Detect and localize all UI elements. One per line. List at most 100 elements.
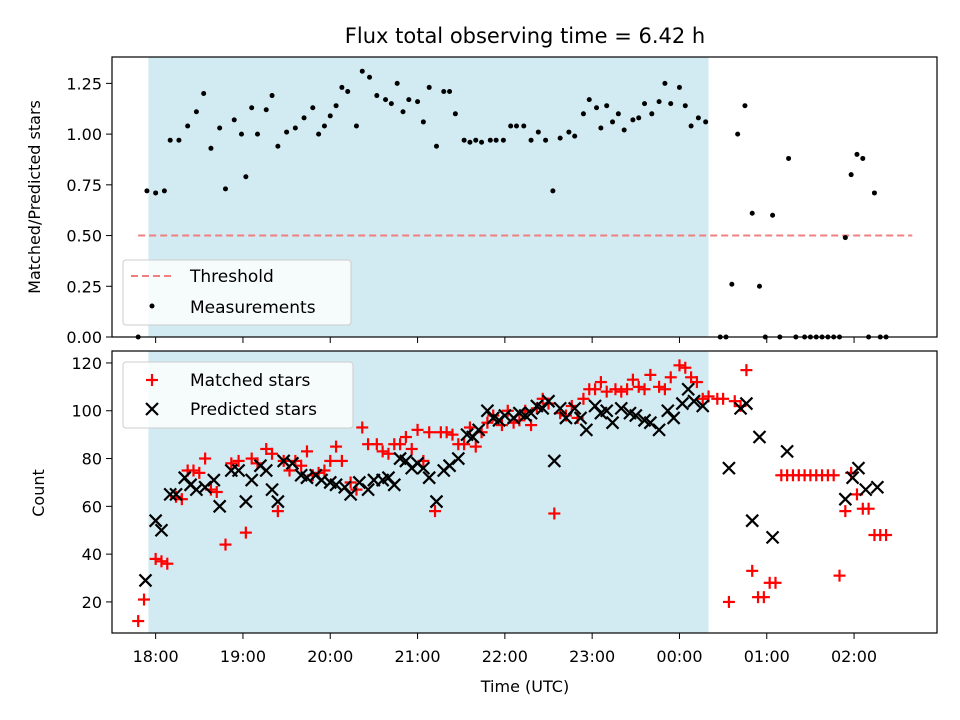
measurement-point <box>770 212 776 218</box>
measurement-point <box>238 131 244 137</box>
measurement-point <box>848 172 854 178</box>
matched-point <box>324 454 337 467</box>
measurement-point <box>461 137 467 143</box>
predicted-point <box>163 487 177 502</box>
predicted-point <box>212 499 227 514</box>
measurement-point <box>231 117 237 123</box>
predicted-point <box>416 461 431 475</box>
measurement-point <box>467 139 473 145</box>
measurement-point <box>688 123 694 129</box>
matched-point <box>673 359 686 372</box>
measurement-point <box>615 111 621 117</box>
measurement-point <box>284 129 290 135</box>
matched-point <box>495 419 508 432</box>
predicted-point <box>579 423 594 437</box>
predicted-point <box>614 401 629 416</box>
axes-frame <box>111 56 938 338</box>
matched-point <box>138 593 151 606</box>
measurement-point <box>310 105 316 111</box>
x-axis-label: Time (UTC) <box>480 677 569 696</box>
matched-point <box>193 466 206 479</box>
measurement-point <box>604 103 610 109</box>
measurement-point <box>656 99 662 105</box>
matched-point <box>271 505 284 518</box>
measurement-point <box>703 119 709 125</box>
predicted-point <box>207 473 221 487</box>
measurement-point <box>400 109 406 115</box>
predicted-point <box>265 482 279 497</box>
measurement-point <box>415 99 421 105</box>
measurement-point <box>729 281 735 287</box>
measurement-point <box>521 123 527 129</box>
measurement-point <box>333 103 339 109</box>
predicted-point <box>271 494 285 509</box>
predicted-point <box>329 478 343 492</box>
matched-point <box>411 423 424 436</box>
series-predicted-stars <box>138 382 885 588</box>
matched-point <box>679 361 692 374</box>
y-tick-label: 100 <box>71 402 102 421</box>
matched-point <box>658 383 671 396</box>
measurement-point <box>167 137 173 143</box>
matched-point <box>609 383 622 396</box>
predicted-point <box>198 480 212 494</box>
measurement-point <box>676 84 682 90</box>
predicted-point <box>765 530 780 545</box>
predicted-point <box>138 573 153 588</box>
matched-point <box>239 526 252 539</box>
measurement-point <box>566 129 572 135</box>
matched-point <box>717 392 730 405</box>
matched-point <box>880 529 893 542</box>
measurement-point <box>144 188 150 194</box>
matched-point <box>722 595 735 608</box>
measurement-point <box>153 190 159 196</box>
bottom-y-axis-label: Count <box>29 469 48 517</box>
matched-point <box>621 383 634 396</box>
y-tick-label: 120 <box>71 354 102 373</box>
measurement-point <box>695 115 701 121</box>
predicted-point <box>154 523 169 538</box>
predicted-point <box>695 399 710 413</box>
matched-point <box>632 380 645 393</box>
measurement-point <box>508 123 514 129</box>
measurement-point <box>668 101 674 107</box>
measurement-point <box>842 235 848 241</box>
predicted-point <box>239 494 253 509</box>
measurement-point <box>321 123 327 129</box>
predicted-point <box>547 454 562 468</box>
measurement-point <box>388 101 394 107</box>
measurement-point <box>630 117 636 123</box>
measurement-point <box>473 137 479 143</box>
predicted-point <box>471 423 486 437</box>
matched-point <box>155 555 168 568</box>
x-tick-label: 01:00 <box>744 647 790 666</box>
matched-point <box>638 383 651 396</box>
measurement-point <box>193 109 199 115</box>
measurement-point <box>662 80 668 86</box>
y-tick-label: 20 <box>82 593 102 612</box>
top-legend: Threshold Measurements <box>122 259 352 326</box>
predicted-point <box>148 513 163 528</box>
predicted-point <box>681 382 695 397</box>
measurement-point <box>598 125 604 131</box>
measurement-point <box>426 84 432 90</box>
matched-point <box>423 426 436 439</box>
measurement-point <box>610 119 616 125</box>
predicted-point <box>259 463 274 478</box>
matched-point <box>653 380 666 393</box>
matched-point <box>644 368 657 381</box>
matched-point <box>469 440 482 453</box>
legend-measurements-swatch <box>149 303 155 309</box>
measurement-point <box>263 107 269 113</box>
matched-point <box>696 392 709 405</box>
measurement-point <box>185 123 191 129</box>
measurement-point <box>249 105 255 111</box>
predicted-point <box>553 401 567 416</box>
matched-point <box>594 376 607 389</box>
matched-point <box>577 392 590 405</box>
measurement-point <box>367 74 373 80</box>
matched-point <box>746 564 759 577</box>
measurement-point <box>255 131 261 137</box>
matched-point <box>600 385 613 398</box>
measurement-point <box>682 103 688 109</box>
